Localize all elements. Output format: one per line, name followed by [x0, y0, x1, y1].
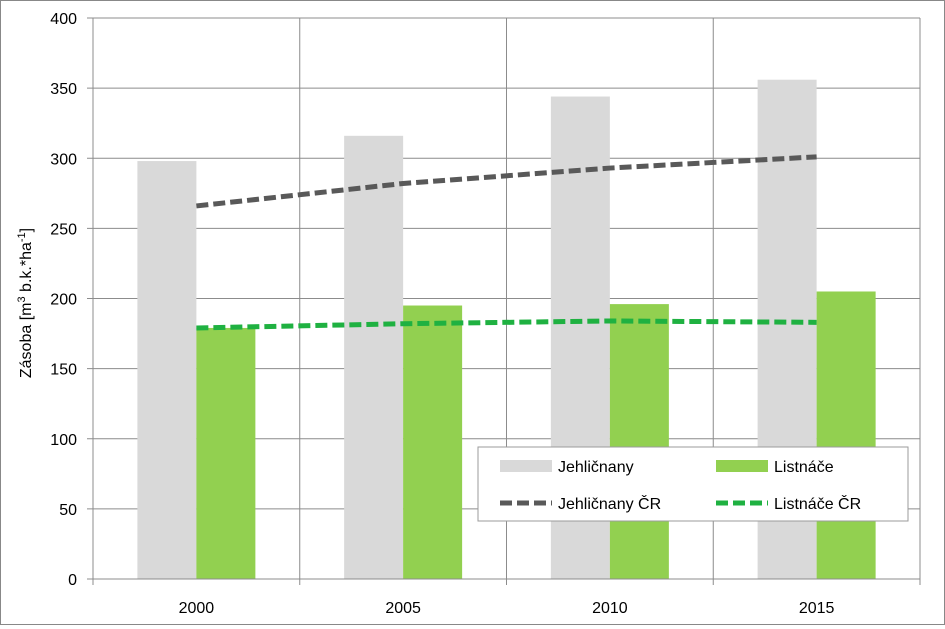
y-tick-labels: 0 50 100 150 200 250 300 350 400	[50, 11, 77, 589]
legend-label-listnace-cr: Listnáče ČR	[774, 494, 861, 513]
x-tick-label: 2015	[799, 600, 835, 617]
line-jehlicnany-cr	[196, 154, 817, 209]
y-tick-label: 300	[50, 151, 77, 168]
x-tick-label: 2005	[385, 600, 421, 617]
axes	[87, 17, 921, 585]
legend-swatch-jehlicnany	[500, 460, 552, 472]
y-tick-label: 50	[59, 502, 77, 519]
y-tick-label: 350	[50, 81, 77, 98]
x-tick-label: 2000	[179, 600, 215, 617]
bar-jehlicnany-2005	[344, 135, 404, 579]
legend: Jehličnany Listnáče Jehličnany ČR Listnáče …	[477, 446, 909, 522]
y-tick-label: 150	[50, 362, 77, 379]
trend-lines	[196, 154, 817, 331]
legend-label-jehlicnany-cr: Jehličnany ČR	[558, 494, 661, 513]
bar-listnace-2000	[196, 327, 256, 579]
y-tick-label: 100	[50, 432, 77, 449]
bar-jehlicnany-2000	[137, 161, 197, 579]
y-tick-label: 250	[50, 221, 77, 238]
y-tick-label: 200	[50, 292, 77, 309]
bar-listnace-2005	[403, 305, 463, 579]
legend-label-jehlicnany: Jehličnany	[558, 459, 634, 476]
bar-listnace-2010	[609, 304, 669, 579]
y-tick-label: 400	[50, 11, 77, 28]
x-tick-label: 2010	[592, 600, 628, 617]
y-axis-title: Zásoba [m3 b.k.*ha-1]	[16, 228, 35, 378]
x-tick-labels: 2000 2005 2010 2015	[179, 600, 835, 617]
bar-listnace-2015	[816, 291, 876, 579]
legend-box	[477, 446, 909, 522]
legend-swatch-listnace	[716, 460, 768, 472]
y-tick-label: 0	[68, 572, 77, 589]
line-listnace-cr	[196, 318, 817, 331]
legend-label-listnace: Listnáče	[774, 459, 834, 476]
